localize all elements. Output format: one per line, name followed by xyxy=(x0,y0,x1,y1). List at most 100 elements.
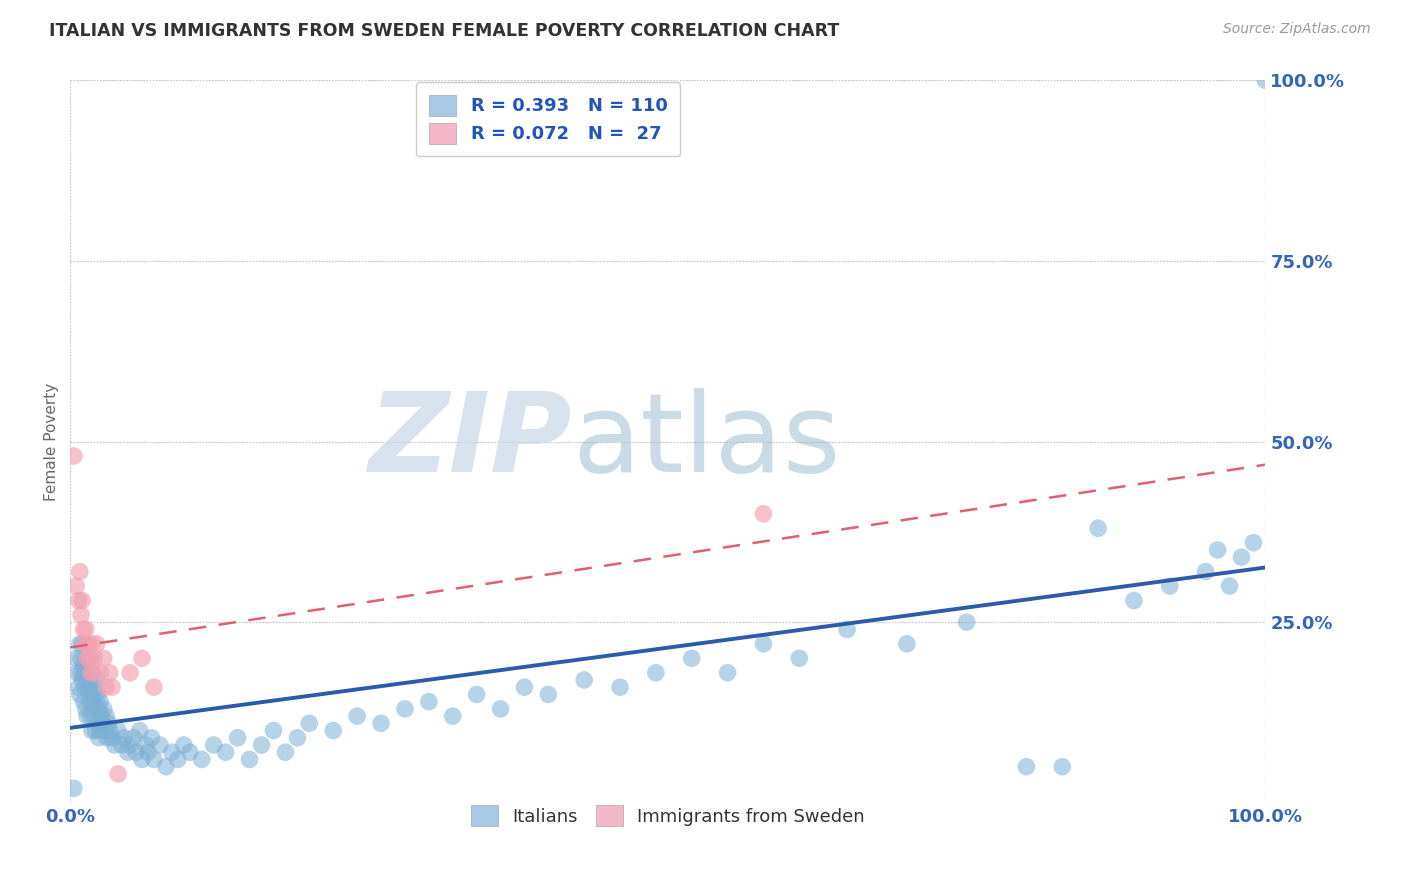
Point xyxy=(90,709,112,723)
Text: ZIP: ZIP xyxy=(368,388,572,495)
Point xyxy=(1195,565,1218,579)
Point xyxy=(69,687,91,701)
Point xyxy=(89,665,111,680)
Point xyxy=(69,565,91,579)
Point xyxy=(82,665,104,680)
Point xyxy=(202,738,225,752)
Point xyxy=(87,716,110,731)
Point xyxy=(122,731,145,745)
Point xyxy=(141,731,163,745)
Point xyxy=(72,658,94,673)
Point xyxy=(120,738,141,752)
Point xyxy=(83,651,105,665)
Point xyxy=(86,637,108,651)
Point xyxy=(787,651,810,665)
Point xyxy=(956,615,979,630)
Point xyxy=(394,702,416,716)
Point xyxy=(131,651,153,665)
Point xyxy=(101,680,124,694)
Point xyxy=(76,651,98,665)
Point xyxy=(263,723,285,738)
Point xyxy=(79,709,101,723)
Point xyxy=(717,665,740,680)
Point xyxy=(87,731,110,745)
Point xyxy=(101,731,124,745)
Point xyxy=(79,680,101,694)
Point xyxy=(143,752,166,766)
Point xyxy=(465,687,488,701)
Point xyxy=(896,637,918,651)
Point xyxy=(76,709,98,723)
Point xyxy=(149,738,172,752)
Point xyxy=(111,738,134,752)
Point xyxy=(93,651,115,665)
Point xyxy=(131,752,153,766)
Point xyxy=(84,687,107,701)
Point xyxy=(94,723,117,738)
Point xyxy=(79,665,101,680)
Text: Source: ZipAtlas.com: Source: ZipAtlas.com xyxy=(1223,22,1371,37)
Point xyxy=(96,731,118,745)
Point xyxy=(135,738,157,752)
Point xyxy=(173,738,195,752)
Point xyxy=(1015,760,1038,774)
Point xyxy=(73,665,96,680)
Point xyxy=(70,673,93,687)
Point xyxy=(214,745,236,759)
Point xyxy=(67,593,90,607)
Text: ITALIAN VS IMMIGRANTS FROM SWEDEN FEMALE POVERTY CORRELATION CHART: ITALIAN VS IMMIGRANTS FROM SWEDEN FEMALE… xyxy=(49,22,839,40)
Point xyxy=(82,665,104,680)
Point xyxy=(107,723,129,738)
Point xyxy=(79,665,101,680)
Point xyxy=(274,745,297,759)
Point xyxy=(418,695,440,709)
Point xyxy=(287,731,309,745)
Point xyxy=(226,731,249,745)
Legend: Italians, Immigrants from Sweden: Italians, Immigrants from Sweden xyxy=(460,795,876,837)
Point xyxy=(125,745,148,759)
Point xyxy=(86,702,108,716)
Point xyxy=(70,651,93,665)
Point xyxy=(72,623,94,637)
Point xyxy=(83,680,105,694)
Point xyxy=(87,702,110,716)
Point xyxy=(70,593,93,607)
Point xyxy=(143,680,166,694)
Point xyxy=(250,738,273,752)
Point xyxy=(1206,542,1229,557)
Point xyxy=(370,716,392,731)
Point xyxy=(82,695,104,709)
Point xyxy=(86,673,108,687)
Point xyxy=(644,665,668,680)
Point xyxy=(837,623,859,637)
Point xyxy=(65,579,87,593)
Point xyxy=(537,687,560,701)
Point xyxy=(91,716,114,731)
Point xyxy=(87,687,110,701)
Point xyxy=(98,665,121,680)
Point xyxy=(77,637,100,651)
Point xyxy=(72,695,94,709)
Point xyxy=(1123,593,1146,607)
Text: atlas: atlas xyxy=(572,388,841,495)
Point xyxy=(1254,73,1277,87)
Point xyxy=(752,507,775,521)
Point xyxy=(1218,579,1241,593)
Point xyxy=(70,665,93,680)
Point xyxy=(79,651,101,665)
Point xyxy=(77,680,100,694)
Point xyxy=(489,702,512,716)
Point xyxy=(166,752,188,766)
Point xyxy=(83,709,105,723)
Point xyxy=(89,695,111,709)
Point xyxy=(65,651,87,665)
Point xyxy=(1230,550,1253,565)
Point xyxy=(77,651,100,665)
Point xyxy=(609,680,631,694)
Point xyxy=(73,637,96,651)
Point xyxy=(179,745,201,759)
Point xyxy=(76,665,98,680)
Point xyxy=(70,637,93,651)
Point xyxy=(346,709,368,723)
Point xyxy=(67,680,90,694)
